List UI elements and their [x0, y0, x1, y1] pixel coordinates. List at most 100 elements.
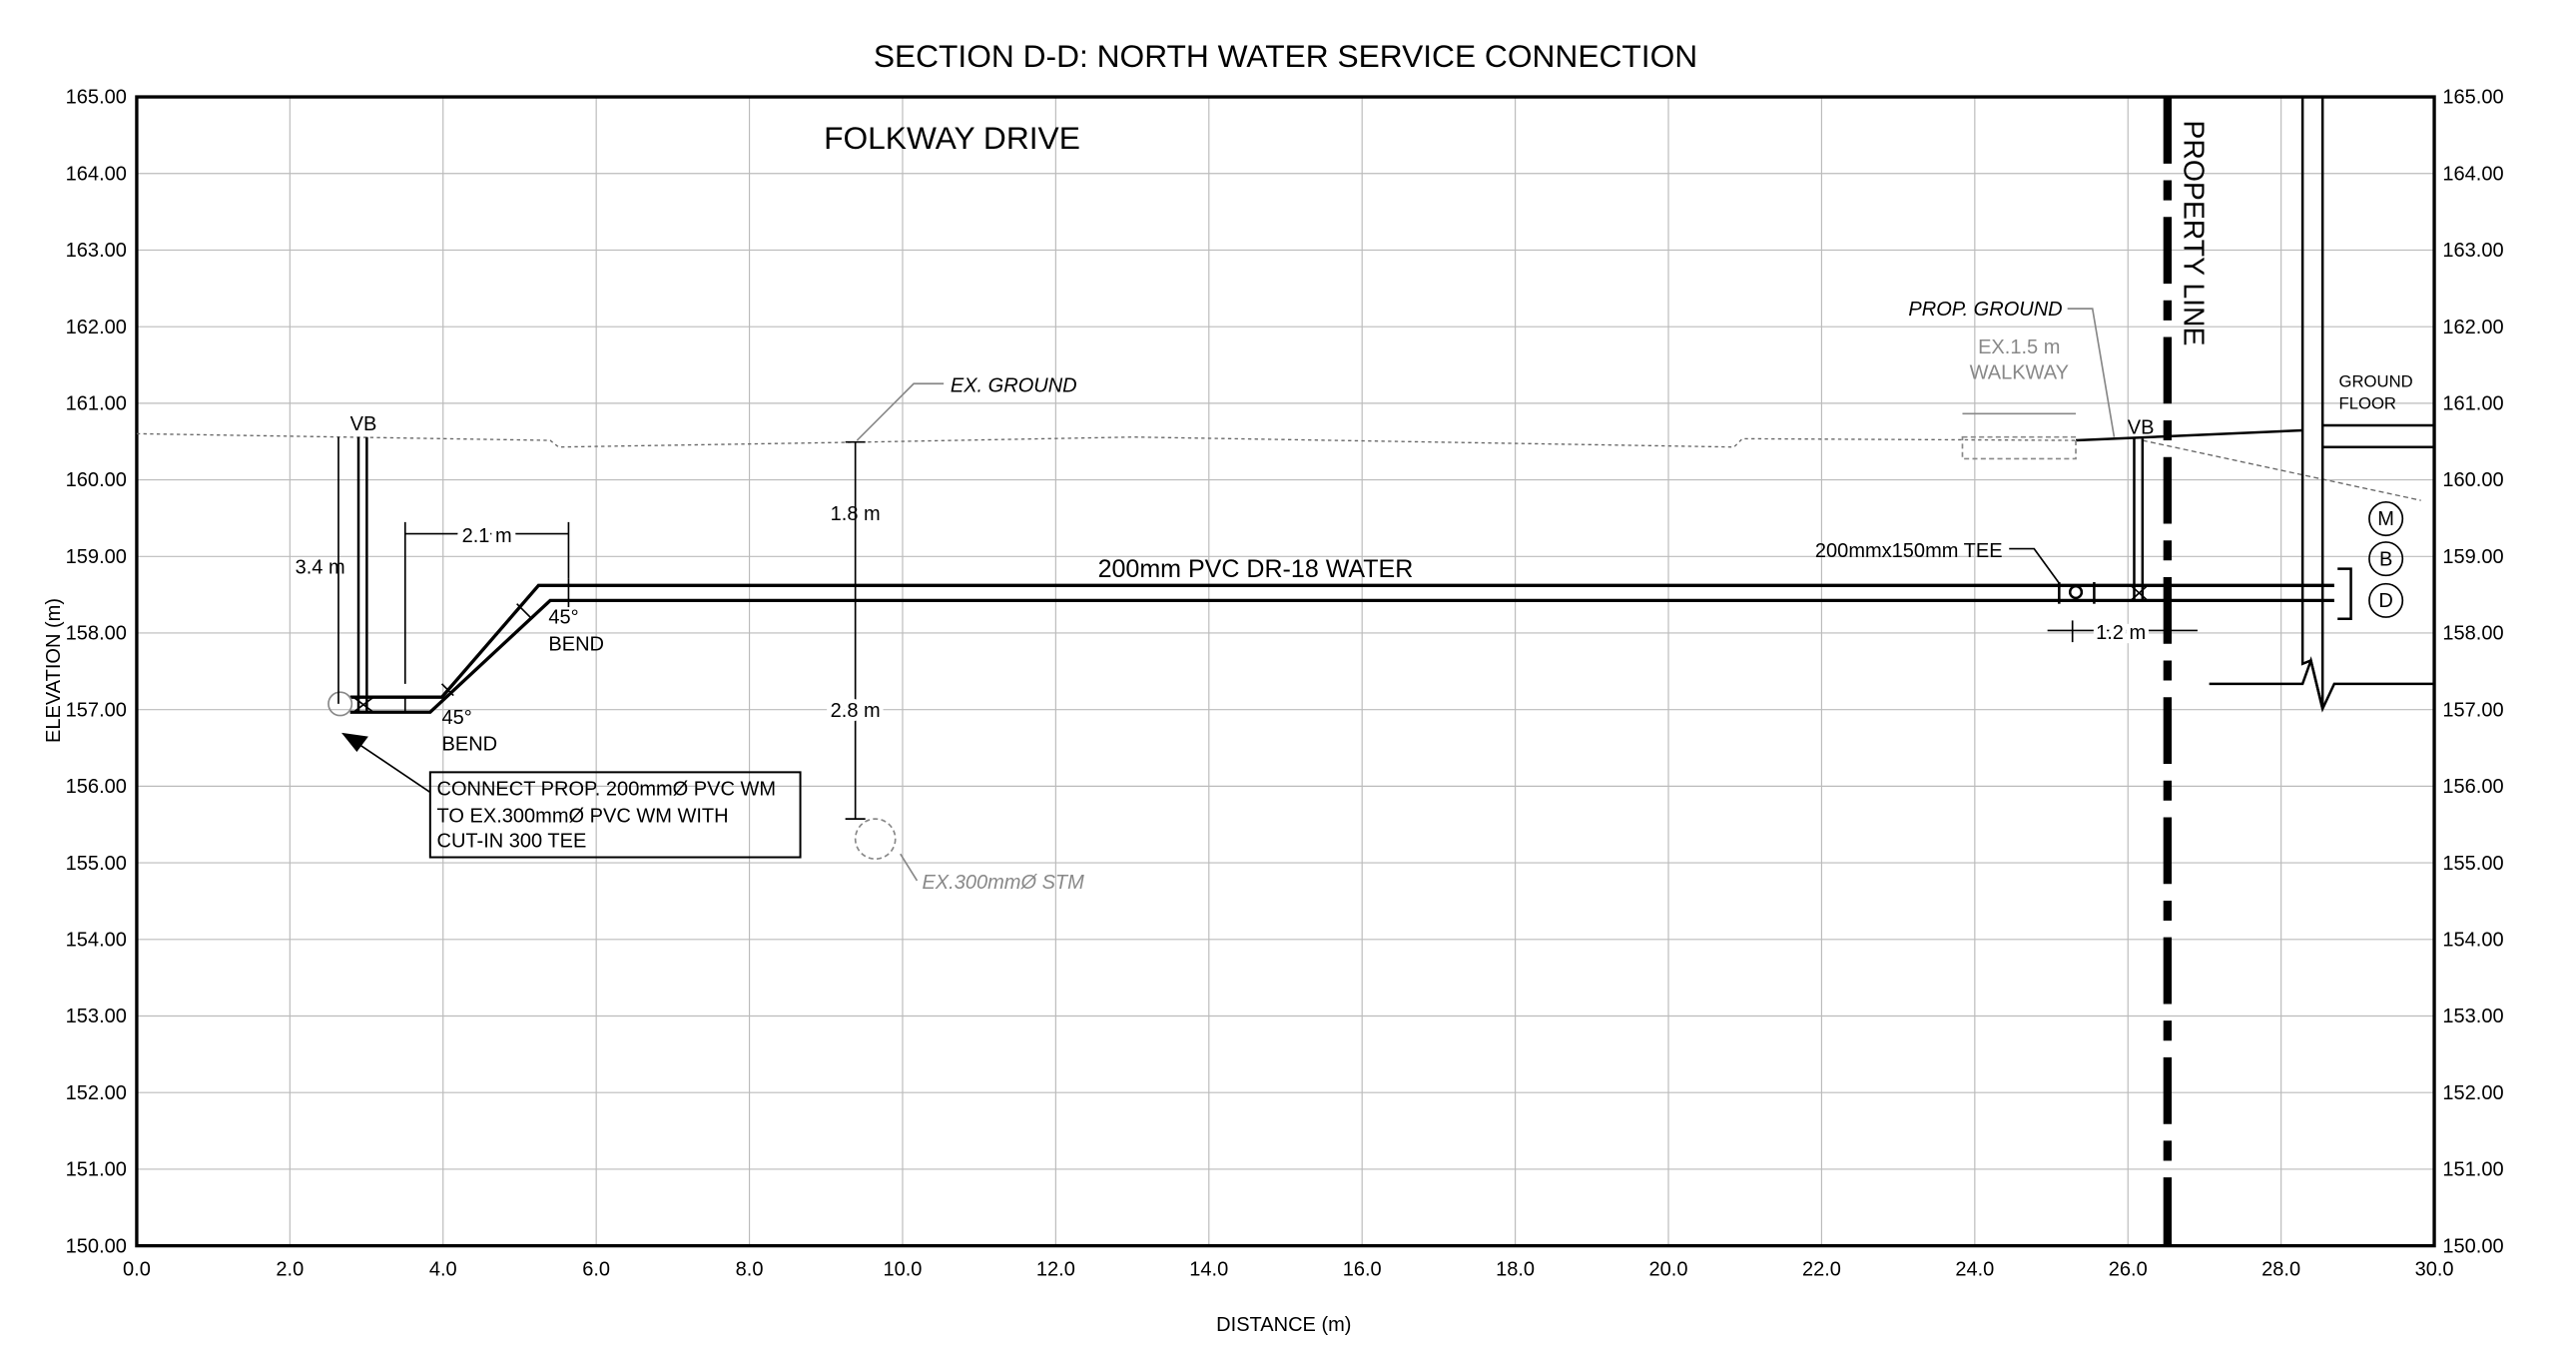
service-label: D [2378, 590, 2392, 612]
dimension-label: 2.8 m [831, 700, 881, 722]
x-tick-label: 12.0 [1036, 1259, 1075, 1281]
x-tick-label: 8.0 [736, 1259, 764, 1281]
arrowhead [341, 732, 368, 753]
x-tick-label: 16.0 [1343, 1259, 1382, 1281]
y-tick-label: 160.00 [2442, 469, 2503, 491]
y-tick-label: 158.00 [2442, 623, 2503, 645]
y-tick-label: 153.00 [2442, 1006, 2503, 1027]
bend-label: 45° [442, 707, 472, 729]
geometry [136, 97, 2435, 1246]
y-tick-label: 151.00 [2442, 1159, 2503, 1181]
storm-pipe [854, 818, 897, 861]
service-label: M [2377, 508, 2394, 530]
prop-ground-label: PROP. GROUND [1908, 299, 2062, 321]
service-circle [2368, 582, 2404, 618]
bend-label: BEND [548, 633, 604, 655]
plot-frame [135, 95, 2436, 1248]
x-tick-label: 30.0 [2415, 1259, 2454, 1281]
valve [2130, 584, 2149, 601]
y-tick-label: 159.00 [2442, 546, 2503, 568]
vb-label: VB [2128, 416, 2155, 438]
x-tick-label: 22.0 [1802, 1259, 1841, 1281]
title: SECTION D-D: NORTH WATER SERVICE CONNECT… [874, 38, 1697, 74]
y-tick-label: 163.00 [2442, 240, 2503, 262]
tee [2068, 584, 2084, 600]
x-tick-label: 6.0 [582, 1259, 610, 1281]
pipe-top [349, 583, 2334, 699]
property-line-label: PROPERTY LINE [2178, 120, 2210, 345]
walkway-label: EX.1.5 m [1978, 336, 2060, 358]
dimension-label: 2.1 m [462, 525, 512, 547]
y-tick-label: 152.00 [66, 1082, 127, 1104]
x-tick-label: 4.0 [429, 1259, 457, 1281]
bend-label: BEND [442, 734, 498, 756]
street-label: FOLKWAY DRIVE [824, 120, 1080, 156]
y-tick-label: 162.00 [66, 317, 127, 338]
callout-text: TO EX.300mmØ PVC WM WITH [437, 805, 729, 827]
leader [2067, 308, 2116, 437]
y-tick-label: 154.00 [66, 929, 127, 951]
dimension-label: 3.4 m [296, 557, 345, 579]
y-tick-label: 158.00 [66, 623, 127, 645]
grid [136, 96, 2435, 1247]
existing-ground [136, 432, 2077, 448]
service-bracket [2337, 567, 2352, 620]
x-tick-label: 20.0 [1649, 1259, 1688, 1281]
y-tick-label: 150.00 [2442, 1235, 2503, 1257]
walkway-label: WALKWAY [1970, 361, 2069, 383]
x-tick-label: 26.0 [2109, 1259, 2148, 1281]
existing-main [327, 691, 353, 717]
footing-line [2209, 656, 2435, 713]
pipe-label: 200mm PVC DR-18 WATER [1098, 555, 1414, 583]
y-tick-label: 165.00 [66, 87, 127, 109]
callout-text: CONNECT PROP. 200mmØ PVC WM [437, 779, 777, 801]
service-circle [2368, 500, 2404, 537]
y-tick-label: 163.00 [66, 240, 127, 262]
service-label: B [2379, 548, 2392, 570]
y-tick-label: 164.00 [2442, 163, 2503, 185]
x-axis-label: DISTANCE (m) [1216, 1314, 1351, 1336]
y-tick-label: 156.00 [66, 776, 127, 798]
walkway [1961, 435, 2077, 460]
y-tick-label: 152.00 [2442, 1082, 2503, 1104]
ground-label: EX. GROUND [951, 375, 1077, 397]
service-circle [2368, 541, 2404, 577]
dimension-label: 1.8 m [831, 503, 881, 525]
y-tick-label: 157.00 [66, 699, 127, 721]
y-tick-label: 161.00 [2442, 393, 2503, 415]
callout-arrow [352, 739, 431, 794]
y-tick-label: 155.00 [66, 853, 127, 875]
y-tick-label: 150.00 [66, 1235, 127, 1257]
x-tick-label: 14.0 [1189, 1259, 1228, 1281]
x-tick-label: 0.0 [123, 1259, 151, 1281]
valve [352, 696, 374, 713]
bend-mark [516, 603, 531, 618]
y-tick-label: 165.00 [2442, 87, 2503, 109]
y-tick-label: 164.00 [66, 163, 127, 185]
storm-label: EX.300mmØ STM [922, 872, 1084, 894]
vb-label: VB [350, 413, 377, 435]
x-tick-label: 24.0 [1955, 1259, 1994, 1281]
leader [900, 853, 919, 882]
proposed-ground [2075, 428, 2303, 442]
x-tick-label: 18.0 [1496, 1259, 1535, 1281]
floor-label: FLOOR [2339, 393, 2397, 412]
y-tick-label: 160.00 [66, 469, 127, 491]
pipe-bottom [349, 598, 2334, 714]
floor-label: GROUND [2339, 372, 2413, 391]
y-axis-label: ELEVATION (m) [43, 598, 65, 743]
x-tick-label: 10.0 [883, 1259, 922, 1281]
x-tick-label: 2.0 [276, 1259, 304, 1281]
bend-mark [440, 683, 454, 697]
y-tick-label: 159.00 [66, 546, 127, 568]
y-tick-label: 153.00 [66, 1006, 127, 1027]
existing-ground-slope [2142, 439, 2421, 501]
y-tick-label: 157.00 [2442, 699, 2503, 721]
y-tick-label: 162.00 [2442, 317, 2503, 338]
callout-text: CUT-IN 300 TEE [437, 831, 587, 853]
tee-label: 200mmx150mm TEE [1815, 540, 2003, 562]
dimension-label: 1.2 m [2096, 622, 2146, 644]
x-tick-label: 28.0 [2261, 1259, 2300, 1281]
y-tick-label: 151.00 [66, 1159, 127, 1181]
